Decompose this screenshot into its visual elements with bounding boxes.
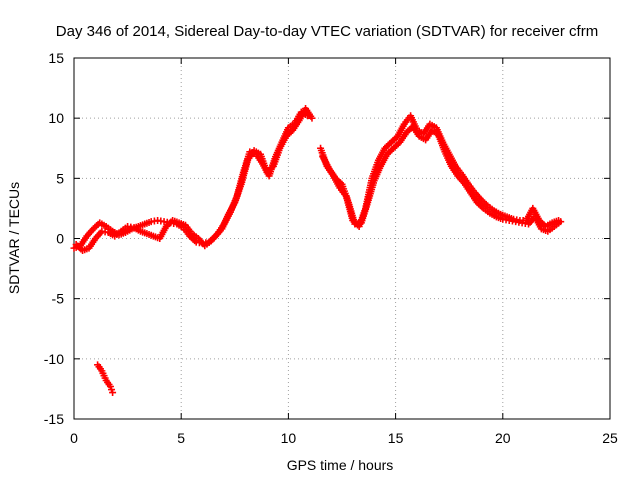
x-tick-label: 20 — [495, 430, 511, 446]
x-axis-label: GPS time / hours — [287, 457, 394, 473]
y-tick-label: 5 — [56, 170, 64, 186]
x-tick-label: 25 — [602, 430, 618, 446]
x-tick-label: 10 — [281, 430, 297, 446]
y-axis-label: SDTVAR / TECUs — [6, 182, 22, 294]
y-tick-label: -5 — [52, 291, 65, 307]
grid — [74, 58, 610, 419]
data-marks — [70, 105, 565, 397]
y-tick-label: -10 — [44, 351, 64, 367]
y-tick-label: 10 — [48, 110, 64, 126]
y-tick-label: 15 — [48, 50, 64, 66]
data-point — [304, 112, 312, 120]
y-tick-label: -15 — [44, 411, 64, 427]
series-track-d — [319, 123, 565, 235]
data-point — [557, 218, 565, 226]
data-point — [308, 114, 316, 122]
y-tick-label: 0 — [56, 231, 64, 247]
data-point — [109, 389, 117, 397]
series-track-b — [72, 108, 312, 255]
chart-title: Day 346 of 2014, Sidereal Day-to-day VTE… — [56, 23, 598, 40]
series-track-c — [317, 112, 563, 230]
ticks: 0 5 10 15 20 25 -15 -10 -5 0 5 10 15 — [44, 50, 618, 446]
x-tick-label: 15 — [388, 430, 404, 446]
series-outlier — [94, 361, 117, 397]
x-tick-label: 0 — [70, 430, 78, 446]
x-tick-label: 5 — [177, 430, 185, 446]
